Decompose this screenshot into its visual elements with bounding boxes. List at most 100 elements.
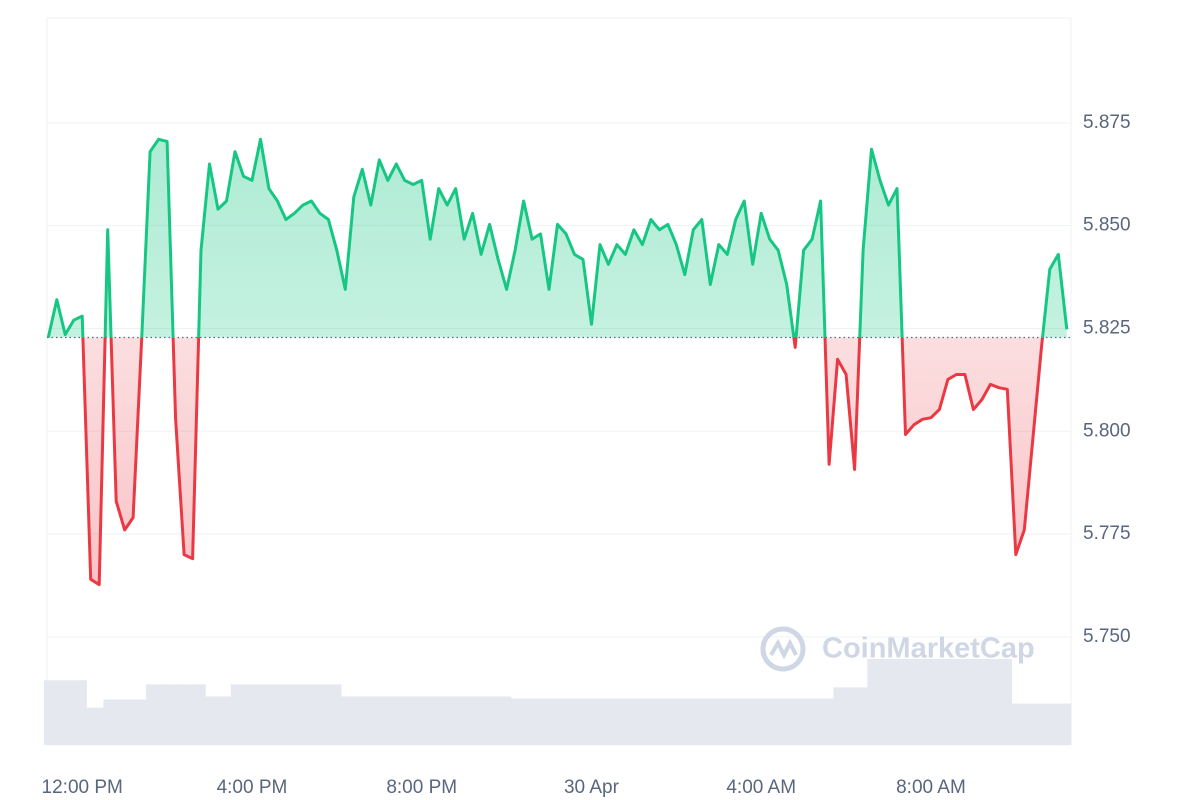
volume-bar <box>858 687 868 745</box>
volume-bar <box>960 659 970 745</box>
volume-bar <box>892 659 902 745</box>
volume-bar <box>816 698 826 745</box>
x-tick-label: 4:00 AM <box>726 777 796 798</box>
volume-bar <box>77 680 87 745</box>
volume-bar <box>188 684 198 745</box>
x-tick-label: 8:00 AM <box>896 777 966 798</box>
volume-bar <box>425 696 435 745</box>
volume-bar <box>935 659 945 745</box>
volume-bar <box>731 698 741 745</box>
x-tick-label: 30 Apr <box>564 777 620 798</box>
volume-bar <box>629 698 639 745</box>
volume-bar <box>459 696 469 745</box>
watermark-logo <box>760 626 806 672</box>
volume-bar <box>510 698 520 745</box>
volume-bar <box>697 698 707 745</box>
volume-bar <box>1045 703 1055 745</box>
volume-bar <box>714 698 724 745</box>
volume-bar <box>655 698 665 745</box>
volume-bar <box>137 699 147 745</box>
volume-bar <box>672 698 681 745</box>
volume-bar <box>918 659 928 745</box>
volume-bar <box>179 684 189 745</box>
volume-bar <box>553 698 563 745</box>
volume-bar <box>841 687 851 745</box>
volume-bar <box>154 684 164 745</box>
volume-bar <box>723 698 732 745</box>
volume-bar <box>392 696 401 745</box>
volume-bar <box>94 707 104 745</box>
volume-bar <box>349 696 359 745</box>
volume-bar <box>943 659 953 745</box>
volume-bar <box>612 698 622 745</box>
y-tick-label: 5.800 <box>1083 420 1131 441</box>
volume-bar <box>69 680 79 745</box>
y-tick-label: 5.775 <box>1083 523 1131 544</box>
volume-bar <box>476 696 486 745</box>
volume-bar <box>451 696 461 745</box>
volume-bar <box>587 698 597 745</box>
x-tick-label: 8:00 PM <box>386 777 457 798</box>
volume-bar <box>247 684 257 745</box>
volume-bar <box>1020 703 1029 745</box>
volume-bar <box>646 698 656 745</box>
volume-bar <box>986 659 996 745</box>
volume-bar <box>595 698 605 745</box>
volume-bar <box>298 684 308 745</box>
volume-bar <box>909 659 919 745</box>
volume-bar <box>315 684 325 745</box>
volume-bar <box>689 698 698 745</box>
volume-bar <box>884 659 894 745</box>
volume-bar <box>222 696 232 745</box>
volume-bar <box>120 699 130 745</box>
volume-bar <box>994 659 1004 745</box>
volume-bar <box>502 696 512 745</box>
volume-bar <box>485 696 495 745</box>
volume-bar <box>926 659 936 745</box>
volume-bar <box>739 698 749 745</box>
volume-bar <box>383 696 393 745</box>
volume-bar <box>324 684 333 745</box>
watermark: CoinMarketCap <box>760 626 1035 672</box>
volume-bar <box>680 698 690 745</box>
volume-bar <box>706 698 715 745</box>
price-line-up <box>46 137 1069 338</box>
volume-bar <box>867 659 877 745</box>
volume-bar <box>366 696 376 745</box>
volume-bar <box>875 659 885 745</box>
volume-bar <box>162 684 172 745</box>
volume-bar <box>570 698 580 745</box>
area-down <box>48 337 1067 585</box>
volume-bar <box>281 684 291 745</box>
volume-bar <box>952 659 962 745</box>
volume-bar <box>638 698 648 745</box>
volume-bar <box>332 684 342 745</box>
volume-bar <box>103 699 113 745</box>
volume-bar <box>621 698 631 745</box>
volume-bar <box>408 696 418 745</box>
volume-bar <box>969 659 979 745</box>
volume-bar <box>663 698 673 745</box>
volume-bar <box>468 696 478 745</box>
volume-bar <box>239 684 249 745</box>
volume-bar <box>536 698 546 745</box>
volume-bar <box>1037 703 1046 745</box>
volume-bar <box>527 698 537 745</box>
volume-bar <box>434 696 444 745</box>
volume-bar <box>111 699 121 745</box>
volume-bar <box>850 687 860 745</box>
volume-bar <box>493 696 503 745</box>
volume-bar <box>799 698 809 745</box>
volume-bar <box>400 696 410 745</box>
x-tick-label: 4:00 PM <box>217 777 288 798</box>
volume-bar <box>1011 703 1021 745</box>
volume-bar <box>375 696 384 745</box>
volume-bar <box>544 698 554 745</box>
volume-bar <box>341 696 350 745</box>
volume-bar <box>145 684 155 745</box>
volume-bar <box>773 698 783 745</box>
volume-bar <box>1003 659 1012 745</box>
volume-bar <box>128 699 138 745</box>
volume-bar <box>790 698 800 745</box>
